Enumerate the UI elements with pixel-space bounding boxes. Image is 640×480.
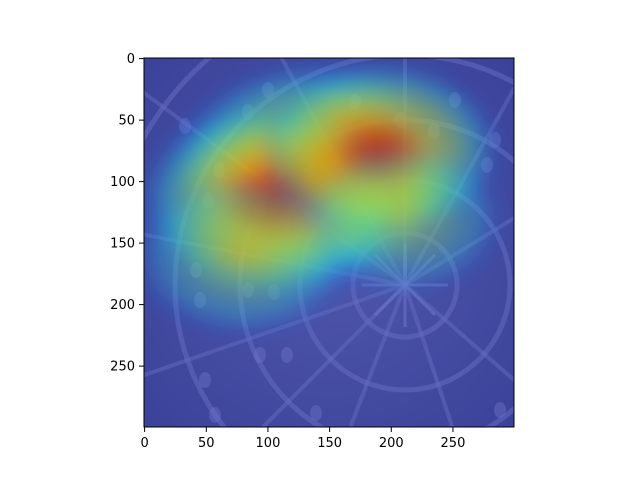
x-tick-label: 200 [379,436,404,451]
y-tick-label: 250 [110,360,135,375]
heatmap-hotspot-3 [144,173,354,338]
y-tick-label: 150 [110,237,135,252]
y-tick-label: 200 [110,298,135,313]
heatmap-hotspots [144,59,506,338]
axes-frame [143,57,515,428]
x-tick-label: 0 [140,436,148,451]
x-tick-label: 150 [317,436,342,451]
heatmap-image [144,58,514,427]
y-tick-label: 100 [110,175,135,190]
x-tick-label: 100 [256,436,281,451]
y-axis: 0 50 100 150 200 250 [110,52,144,375]
x-tick-label: 50 [198,436,215,451]
y-tick-label: 0 [127,52,135,67]
x-axis: 0 50 100 150 200 250 [140,427,465,451]
x-tick-label: 250 [441,436,466,451]
y-tick-label: 50 [118,114,135,129]
heatmap-hotspot-4 [301,143,506,294]
